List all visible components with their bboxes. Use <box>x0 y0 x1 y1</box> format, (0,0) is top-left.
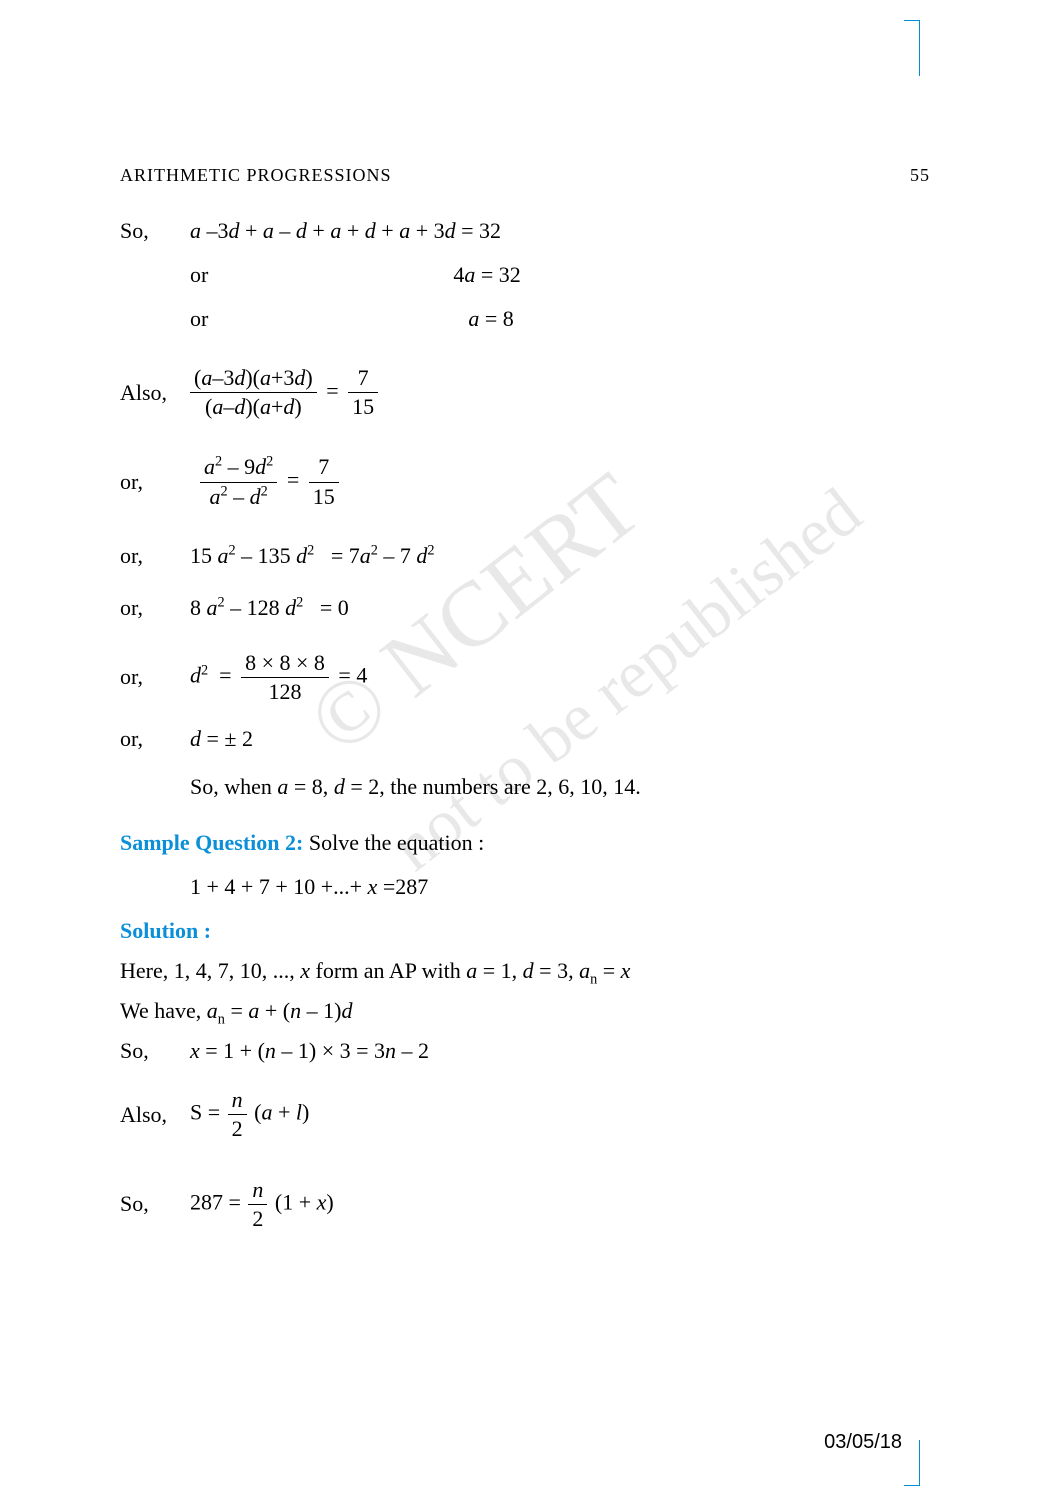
eq4: 15 a2 – 135 d2 = 7a2 – 7 d2 <box>190 543 435 569</box>
eq-frac1: (a–3d)(a+3d) (a–d)(a+d) = 7 15 <box>190 366 378 419</box>
label-so: So, <box>120 218 190 244</box>
line-also-S: Also, S = n 2 (a + l) <box>120 1088 930 1141</box>
line-here: Here, 1, 4, 7, 10, ..., x form an AP wit… <box>120 958 930 984</box>
eq7: d = ± 2 <box>190 726 253 752</box>
chapter-title: ARITHMETIC PROGRESSIONS <box>120 165 392 186</box>
eq3: a = 8 <box>468 306 513 332</box>
line-or-eq5: or, 8 a2 – 128 d2 = 0 <box>120 595 930 621</box>
line-or-a8: or a = 8 <box>120 306 930 332</box>
sq2-label: Sample Question 2: <box>120 830 303 855</box>
crop-mark-bottom <box>904 1440 920 1486</box>
eq1: a –3d + a – d + a + d + a + 3d = 32 <box>190 218 501 244</box>
page-number: 55 <box>910 165 930 186</box>
eq2: 4a = 32 <box>453 262 520 288</box>
conclusion-text: So, when a = 8, d = 2, the numbers are 2… <box>190 774 641 800</box>
solution-heading: Solution : <box>120 918 211 944</box>
footer-date: 03/05/18 <box>824 1431 902 1454</box>
label-or-comma: or, <box>120 543 190 569</box>
label-or: or <box>190 262 208 288</box>
sq2-text: Solve the equation : <box>309 830 484 855</box>
line-so-287: So, 287 = n 2 (1 + x) <box>120 1178 930 1231</box>
eq5: 8 a2 – 128 d2 = 0 <box>190 595 349 621</box>
label-or: or <box>190 306 208 332</box>
eq-frac2: a2 – 9d2 a2 – d2 = 7 15 <box>200 455 339 508</box>
page-header: ARITHMETIC PROGRESSIONS 55 <box>120 165 930 186</box>
line-also-frac1: Also, (a–3d)(a+3d) (a–d)(a+d) = 7 15 <box>120 366 930 419</box>
line-or-4a: or 4a = 32 <box>120 262 930 288</box>
sq2-eq: 1 + 4 + 7 + 10 +...+ x =287 <box>190 874 428 900</box>
label-or-comma: or, <box>120 664 190 690</box>
label-or-comma: or, <box>120 469 190 495</box>
line-conclusion1: So, when a = 8, d = 2, the numbers are 2… <box>120 774 930 800</box>
line-or-eq7: or, d = ± 2 <box>120 726 930 752</box>
line-wehave: We have, an = a + (n – 1)d <box>120 998 930 1024</box>
sample-question-2-heading: Sample Question 2: Solve the equation : <box>120 830 930 856</box>
label-also: Also, <box>120 1102 190 1128</box>
label-or-comma: or, <box>120 726 190 752</box>
line-or-eq6: or, d2 = 8 × 8 × 8 128 = 4 <box>120 651 930 704</box>
line-or-frac2: or, a2 – 9d2 a2 – d2 = 7 15 <box>120 455 930 508</box>
page: © NCERT not to be republished ARITHMETIC… <box>0 0 1050 1500</box>
label-also: Also, <box>120 380 190 406</box>
line-so-eq1: So, a –3d + a – d + a + d + a + 3d = 32 <box>120 218 930 244</box>
solution-label: Solution : <box>120 918 930 944</box>
sq2-equation: 1 + 4 + 7 + 10 +...+ x =287 <box>120 874 930 900</box>
line-so-x: So, x = 1 + (n – 1) × 3 = 3n – 2 <box>120 1038 930 1064</box>
line-or-eq4: or, 15 a2 – 135 d2 = 7a2 – 7 d2 <box>120 543 930 569</box>
label-so: So, <box>120 1038 190 1064</box>
crop-mark-top <box>904 20 920 76</box>
eq6: d2 = 8 × 8 × 8 128 = 4 <box>190 651 367 704</box>
label-or-comma: or, <box>120 595 190 621</box>
label-so: So, <box>120 1191 190 1217</box>
